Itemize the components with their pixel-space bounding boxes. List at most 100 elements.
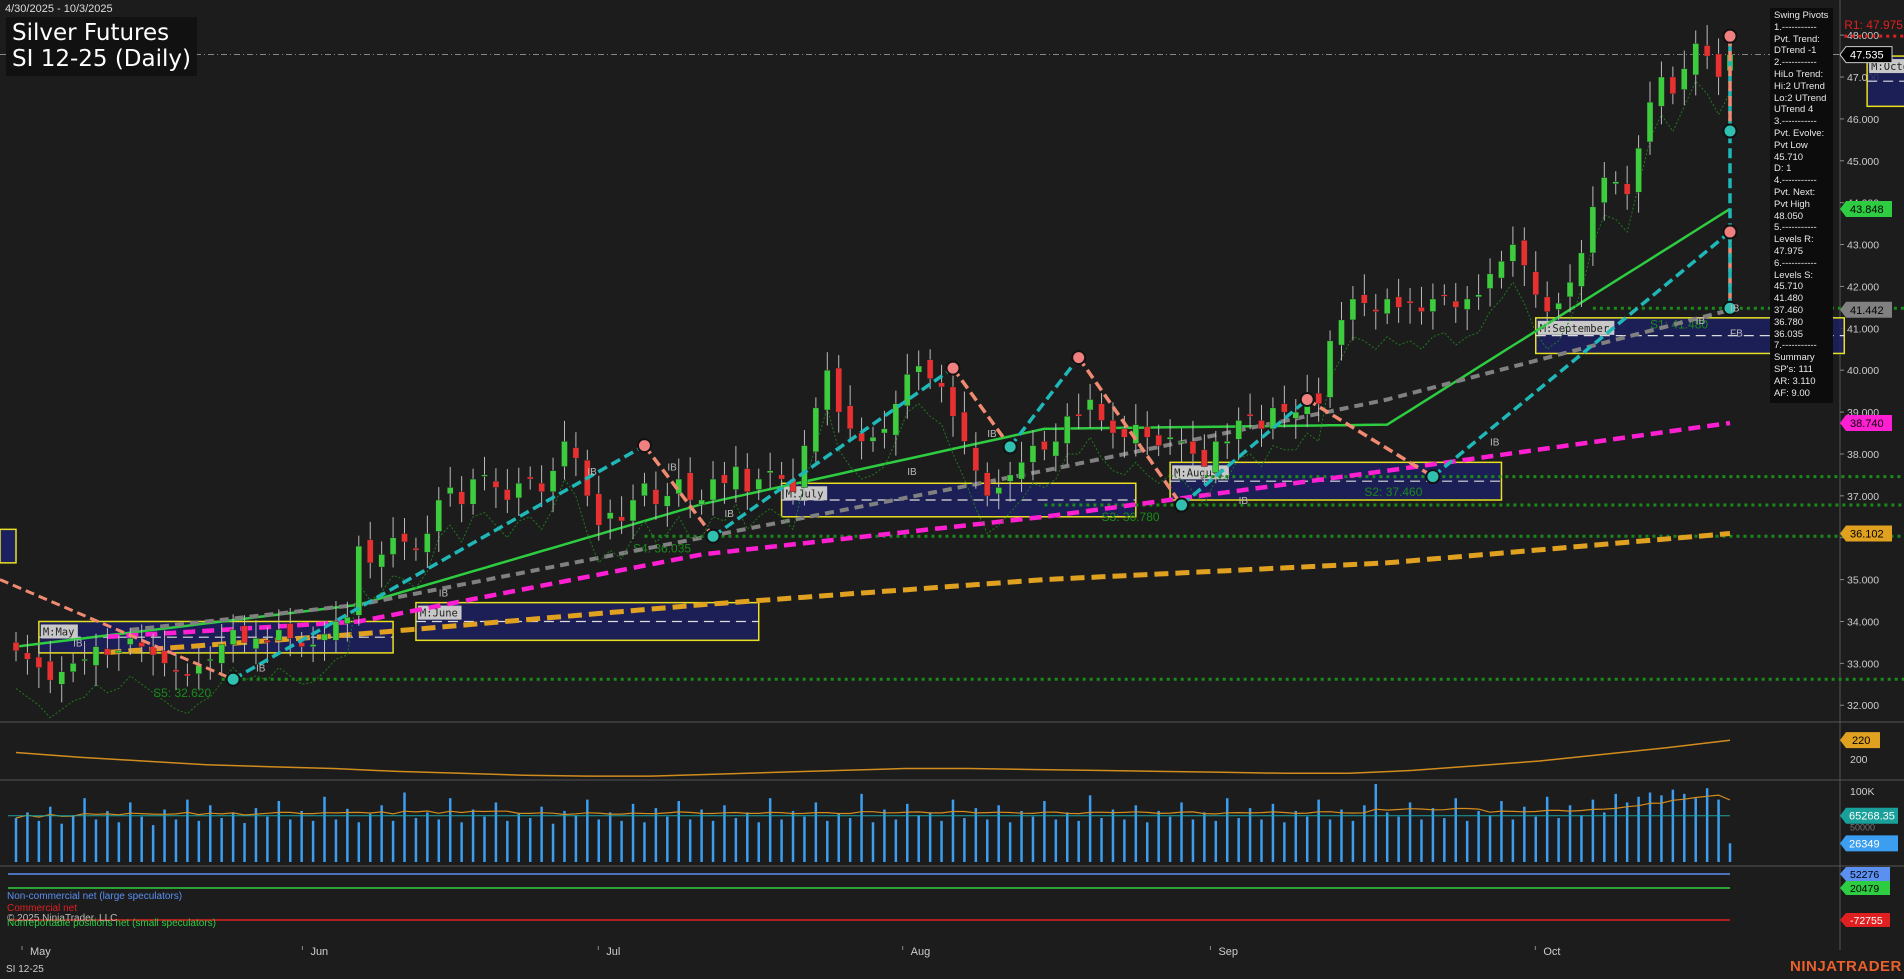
pivot-high-marker xyxy=(636,438,652,454)
volume-marker xyxy=(1840,807,1898,824)
down-candle xyxy=(504,489,511,501)
cot-marker xyxy=(1840,881,1890,895)
chart-title-line1: Silver Futures xyxy=(12,20,170,46)
bar-tag-label: IB xyxy=(1696,316,1706,327)
info-line: Hi:2 UTrend xyxy=(1774,80,1825,92)
info-line: D: 1 xyxy=(1774,163,1792,175)
info-line: 45.710 xyxy=(1774,281,1804,293)
swing-line-up xyxy=(1180,398,1309,507)
info-line: Swing Pivots xyxy=(1774,10,1829,21)
up-candle xyxy=(1463,298,1471,310)
y-tick-label: 45.000 xyxy=(1847,156,1879,168)
up-candle xyxy=(629,499,637,522)
up-candle xyxy=(1326,340,1334,398)
down-candle xyxy=(1246,413,1254,417)
info-line: AR: 3.110 xyxy=(1774,375,1816,387)
volume-tick-label: 50000 xyxy=(1850,823,1875,833)
up-candle xyxy=(127,638,134,645)
info-line: 36.780 xyxy=(1774,316,1804,328)
up-candle xyxy=(1486,273,1494,289)
down-candle xyxy=(149,646,157,656)
info-line: DTrend -1 xyxy=(1774,45,1817,57)
down-candle xyxy=(1258,420,1265,430)
pivot-low-marker xyxy=(1722,123,1738,139)
info-line: 2.----------- xyxy=(1774,57,1817,69)
down-candle xyxy=(104,648,111,656)
down-candle xyxy=(1406,300,1414,304)
up-candle xyxy=(1601,177,1608,203)
up-candle xyxy=(58,671,65,685)
down-candle xyxy=(618,516,625,522)
down-candle xyxy=(1623,183,1631,195)
down-candle xyxy=(1041,441,1048,450)
info-line: 48.050 xyxy=(1774,210,1804,222)
bar-tag-label: IB xyxy=(987,429,997,440)
price-marker-label: 38.740 xyxy=(1850,418,1884,430)
down-candle xyxy=(1281,403,1288,413)
down-candle xyxy=(972,447,980,471)
up-candle xyxy=(1475,294,1482,298)
down-candle xyxy=(1532,271,1539,296)
down-candle xyxy=(1452,300,1459,308)
down-candle xyxy=(241,625,248,643)
info-line: Pvt Low xyxy=(1774,139,1808,151)
info-line: Summary xyxy=(1774,352,1815,364)
up-candle xyxy=(1086,399,1094,411)
bar-tag-label: IB xyxy=(907,467,917,478)
bar-tag-label: IB xyxy=(667,463,677,474)
y-tick-label: 38.000 xyxy=(1847,449,1879,461)
resistance-label: R1: 47.975 xyxy=(1844,18,1903,32)
pivot-low-marker xyxy=(225,671,241,687)
up-candle xyxy=(229,629,237,645)
price-marker-label: 36.102 xyxy=(1850,528,1884,540)
up-candle xyxy=(824,369,831,411)
down-candle xyxy=(412,547,420,551)
up-candle xyxy=(1429,298,1437,312)
y-tick-label: 43.000 xyxy=(1847,240,1879,252)
pivot-high-marker xyxy=(1299,392,1315,408)
up-candle xyxy=(447,487,454,494)
volume-marker-label: 26349 xyxy=(1849,838,1880,850)
down-candle xyxy=(1521,240,1528,266)
down-candle xyxy=(298,642,305,647)
y-tick-label: 41.000 xyxy=(1847,323,1879,335)
down-candle xyxy=(1395,296,1402,308)
down-candle xyxy=(744,468,751,492)
up-candle xyxy=(1212,441,1220,474)
swing-line-up xyxy=(232,444,646,681)
support-label: S3: 36.780 xyxy=(1102,510,1160,524)
down-candle xyxy=(1189,441,1197,455)
down-candle xyxy=(458,491,465,505)
swing-line-up xyxy=(1431,230,1732,478)
down-candle xyxy=(12,642,20,651)
pivot-high-marker xyxy=(945,360,961,376)
down-candle xyxy=(1109,420,1117,434)
down-candle xyxy=(984,472,991,497)
down-candle xyxy=(1669,76,1677,94)
volume-tick-label: 100K xyxy=(1850,786,1875,798)
up-candle xyxy=(469,478,477,505)
x-tick-label: May xyxy=(30,946,51,958)
down-candle xyxy=(949,386,957,417)
oscillator-tick-label: 200 xyxy=(1850,754,1868,766)
pivot-high-marker xyxy=(1722,224,1738,240)
up-candle xyxy=(69,663,77,672)
moving-average-line xyxy=(130,307,1731,632)
up-candle xyxy=(1612,181,1619,185)
y-tick-label: 35.000 xyxy=(1847,575,1879,587)
moving-average-line xyxy=(107,420,1731,640)
info-line: Pvt High xyxy=(1774,198,1810,210)
cot-marker-label: -72755 xyxy=(1850,915,1883,927)
up-candle xyxy=(1681,68,1688,90)
legend-commercial: Commercial net xyxy=(7,903,78,914)
bar-tag-label: IB xyxy=(1730,304,1740,315)
up-candle xyxy=(1589,206,1597,254)
bar-tag-label: IB xyxy=(73,639,83,650)
price-marker xyxy=(1840,414,1892,431)
up-candle xyxy=(252,638,260,649)
up-candle xyxy=(801,445,808,488)
down-candle xyxy=(492,480,500,488)
down-candle xyxy=(35,656,43,668)
legend-nonreportable: Nonreportable positions net (small specu… xyxy=(7,918,216,929)
